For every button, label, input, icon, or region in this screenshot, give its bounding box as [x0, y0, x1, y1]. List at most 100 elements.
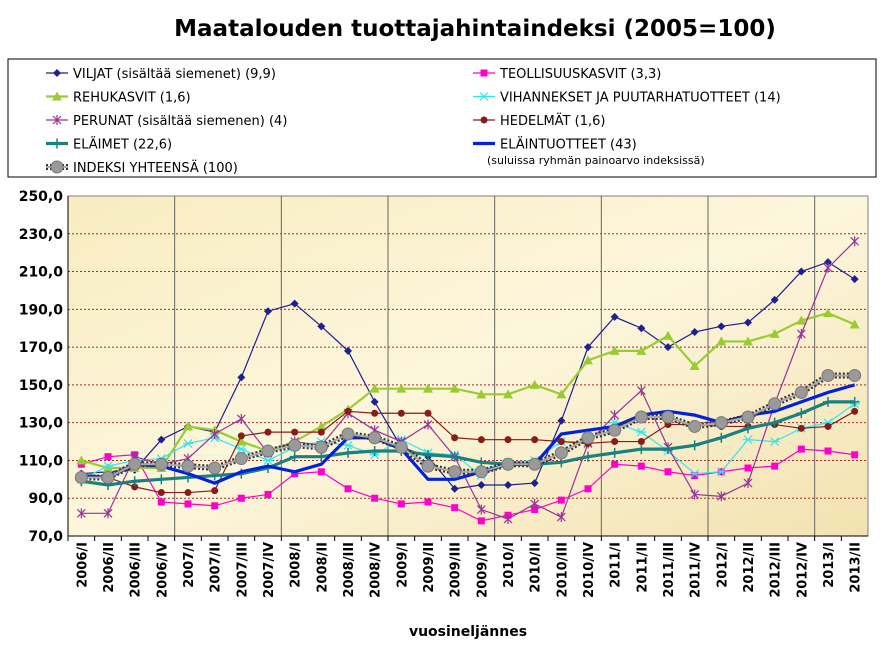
data-point [796, 328, 806, 339]
data-point [794, 385, 808, 399]
data-point [477, 481, 486, 489]
x-tick-label: 2006/I [75, 542, 90, 588]
data-point [183, 439, 193, 448]
data-point [584, 343, 592, 352]
data-point [849, 319, 860, 329]
data-point [637, 324, 646, 333]
data-point [611, 438, 619, 446]
data-point [344, 346, 352, 355]
y-tick-label: 90,0 [28, 491, 63, 507]
data-point [448, 465, 462, 479]
data-point [530, 498, 540, 509]
x-tick-label: 2008/I [289, 542, 304, 588]
data-point [716, 432, 727, 443]
data-point [530, 479, 539, 488]
series-8 [74, 368, 862, 484]
legend-box [7, 58, 877, 178]
data-point [181, 459, 195, 473]
legend-label: INDEKSI YHTEENSÄ (100) [73, 160, 238, 176]
data-point [743, 435, 753, 445]
data-point [288, 438, 302, 452]
x-tick-label: 2008/III [342, 542, 357, 597]
data-point [237, 494, 245, 502]
data-point [556, 512, 566, 523]
data-point [103, 461, 113, 471]
axes: 70,0 90,0 110,0 130,0 150,0 170,0 190,0 210,0 23… [19, 189, 868, 598]
data-point [611, 460, 619, 468]
x-tick-label: 2007/III [235, 542, 250, 597]
data-point [850, 275, 859, 284]
data-point [157, 489, 165, 497]
legend-note: (suluissa ryhmän painoarvo indeksissä) [487, 154, 705, 167]
data-point [370, 397, 379, 406]
y-tick-label: 230,0 [19, 227, 64, 243]
data-point [556, 389, 567, 399]
data-point [717, 322, 726, 331]
legend-entry: VIHANNEKSET JA PUUTARHATUOTTEET (14) [473, 91, 781, 106]
data-point [396, 383, 407, 393]
data-point [824, 422, 832, 430]
data-point [103, 508, 113, 519]
legend-label: PERUNAT (sisältää siemenen) (4) [73, 114, 287, 129]
data-point [503, 514, 513, 524]
data-point [211, 502, 219, 510]
x-tick-label: 2011/IV [689, 542, 704, 598]
data-point [210, 429, 220, 439]
data-point [769, 437, 780, 446]
data-point [129, 476, 140, 487]
x-tick-label: 2009/II [422, 542, 437, 593]
data-point [557, 416, 566, 425]
data-point [583, 451, 593, 462]
data-point [823, 262, 833, 273]
data-point [76, 455, 87, 465]
series-line [81, 311, 856, 470]
data-point [184, 489, 192, 497]
data-point [744, 318, 752, 327]
data-point [850, 236, 860, 247]
data-point [264, 490, 272, 498]
data-point [449, 383, 460, 393]
data-point [529, 379, 540, 389]
data-point [797, 267, 806, 276]
data-point [261, 444, 275, 458]
legend-entry: PERUNAT (sisältää siemenen) (4) [46, 114, 287, 129]
legend-entry: REHUKASVIT (1,6) [46, 91, 191, 106]
data-point [797, 424, 805, 432]
data-point [157, 435, 166, 444]
data-point [664, 343, 672, 352]
data-point [316, 421, 327, 431]
data-point [796, 315, 807, 325]
data-point [101, 470, 115, 484]
legend-label: TEOLLISUUSKASVIT (3,3) [499, 67, 661, 82]
x-tick-label: 2013/I [822, 542, 837, 588]
data-point [824, 258, 832, 267]
y-tick-label: 190,0 [19, 302, 64, 318]
data-point [369, 446, 380, 456]
data-point [104, 453, 112, 461]
legend-label: VILJAT (sisältää siemenet) (9,9) [73, 67, 276, 82]
data-point [743, 336, 753, 346]
legend-entry: ELÄIMET (22,6) [46, 137, 172, 153]
data-point [369, 383, 380, 393]
data-point [691, 472, 699, 480]
data-point [236, 436, 247, 446]
y-tick-label: 150,0 [19, 378, 64, 394]
legend-label: REHUKASVIT (1,6) [73, 91, 191, 106]
data-point [157, 498, 165, 506]
data-point [184, 500, 192, 508]
data-point [688, 419, 702, 433]
data-point [851, 451, 859, 459]
x-tick-label: 2012/I [715, 542, 730, 588]
data-point [290, 299, 299, 308]
y-tick-label: 110,0 [19, 453, 64, 469]
legend-entry: HEDELMÄT (1,6) [473, 113, 605, 129]
legend-entry: INDEKSI YHTEENSÄ (100) [46, 160, 238, 176]
data-point [636, 444, 647, 455]
data-point [768, 397, 782, 411]
data-point [848, 368, 862, 382]
data-point [291, 428, 299, 436]
data-point [637, 438, 645, 446]
data-point [371, 409, 379, 417]
legend-marker [52, 138, 62, 149]
data-point [476, 504, 486, 515]
